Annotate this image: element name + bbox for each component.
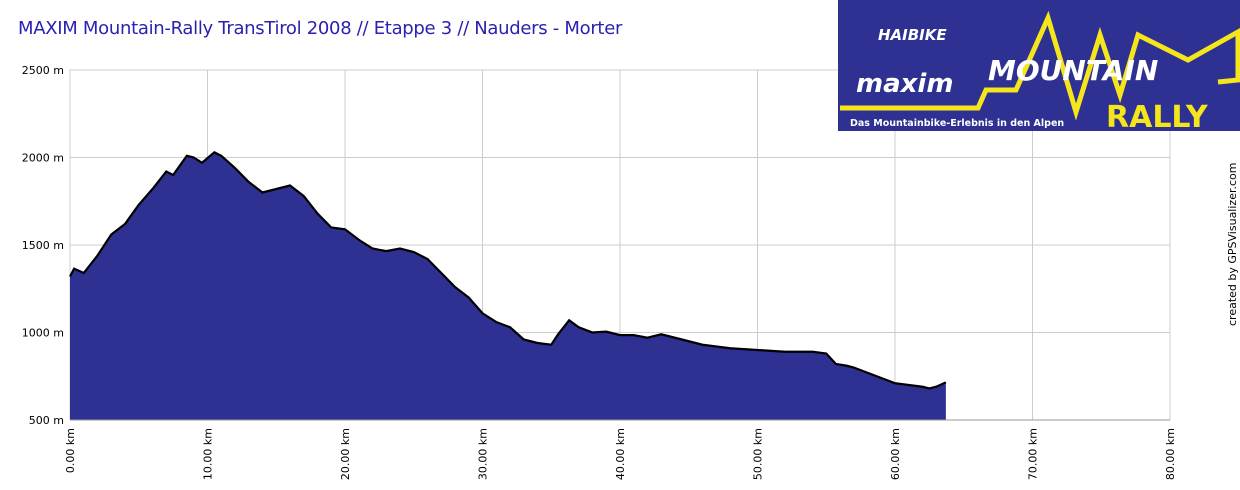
logo-maxim: maxim: [856, 69, 953, 99]
y-tick-label: 2000 m: [22, 152, 64, 165]
y-tick-label: 1500 m: [22, 239, 64, 252]
logo-mountain: MOUNTAIN: [988, 54, 1158, 87]
logo-maxim-sub: SPORTS NUTRITION: [858, 105, 917, 112]
elevation-line: [69, 150, 947, 390]
credit-text: created by GPSVisualizer.com: [1226, 162, 1239, 326]
x-tick-label: 40.00 km: [614, 428, 627, 480]
x-tick-label: 60.00 km: [889, 428, 902, 480]
logo-tagline: Das Mountainbike-Erlebnis in den Alpen: [850, 118, 1064, 129]
logo-mountain-line: [840, 10, 1240, 121]
x-tick-label: 10.00 km: [202, 428, 215, 480]
x-tick-label: 0.00 km: [64, 428, 77, 473]
x-tick-label: 50.00 km: [752, 428, 765, 480]
mountain-rally-logo: HAIBIKE maxim SPORTS NUTRITION MOUNTAIN …: [838, 0, 1240, 131]
x-tick-label: 80.00 km: [1164, 428, 1177, 480]
y-tick-label: 500 m: [29, 414, 64, 427]
logo-haibike: HAIBIKE: [878, 26, 947, 44]
x-tick-label: 70.00 km: [1027, 428, 1040, 480]
x-tick-label: 20.00 km: [339, 428, 352, 480]
logo-rally: RALLY: [1106, 100, 1209, 131]
y-tick-label: 2500 m: [22, 64, 64, 77]
y-tick-label: 1000 m: [22, 327, 64, 340]
chart-title: MAXIM Mountain-Rally TransTirol 2008 // …: [18, 18, 623, 39]
elevation-area: [70, 152, 946, 420]
x-tick-label: 30.00 km: [477, 428, 490, 480]
